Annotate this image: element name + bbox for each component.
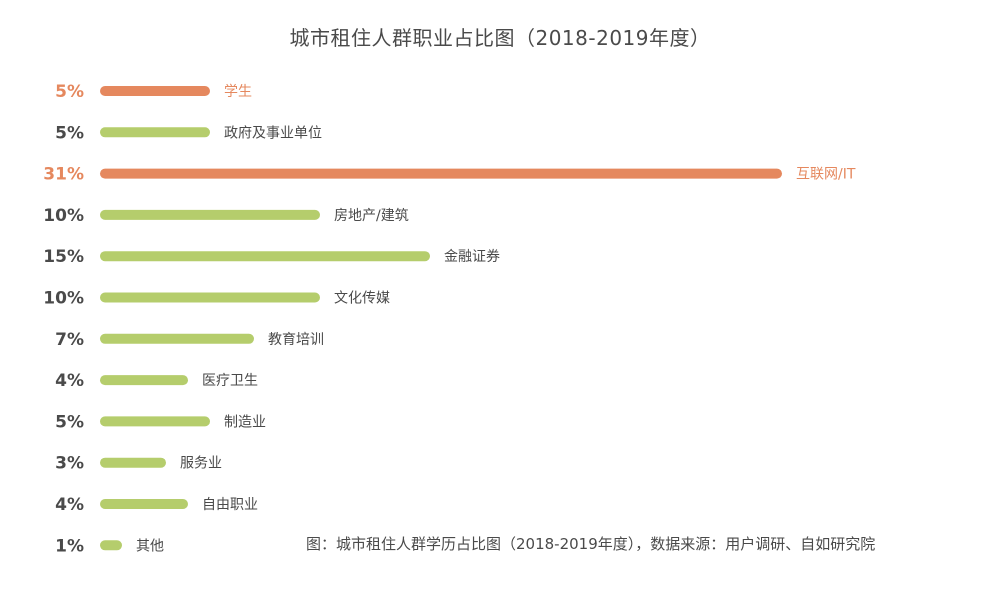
bar bbox=[100, 292, 320, 303]
bar-row: 31% 互联网/IT bbox=[43, 165, 856, 185]
category-label: 金融证券 bbox=[444, 249, 500, 265]
bar-row: 5% 制造业 bbox=[55, 412, 266, 432]
value-label: 31% bbox=[43, 165, 84, 185]
bar-row: 1% 其他 bbox=[55, 536, 164, 556]
category-label: 服务业 bbox=[180, 456, 222, 472]
value-label: 5% bbox=[55, 412, 84, 432]
bar-row: 5% 政府及事业单位 bbox=[55, 123, 322, 143]
value-label: 4% bbox=[55, 371, 84, 391]
value-label: 15% bbox=[43, 247, 84, 267]
category-label: 互联网/IT bbox=[796, 167, 856, 183]
bar bbox=[100, 209, 320, 220]
value-label: 3% bbox=[55, 454, 84, 474]
category-label: 房地产/建筑 bbox=[334, 208, 409, 224]
bar-row: 5% 学生 bbox=[55, 82, 252, 102]
category-label: 文化传媒 bbox=[334, 291, 390, 307]
bar bbox=[100, 457, 166, 468]
category-label: 医疗卫生 bbox=[202, 373, 258, 389]
source-footnote: 图：城市租住人群学历占比图（2018-2019年度），数据来源：用户调研、自如研… bbox=[306, 535, 876, 553]
category-label: 制造业 bbox=[224, 414, 266, 430]
category-label: 学生 bbox=[224, 84, 252, 100]
bar bbox=[100, 86, 210, 96]
value-label: 10% bbox=[43, 206, 84, 226]
category-label: 教育培训 bbox=[268, 332, 324, 348]
bar bbox=[100, 540, 122, 551]
bar bbox=[100, 333, 254, 344]
bar-row: 10% 房地产/建筑 bbox=[43, 206, 408, 226]
bar bbox=[100, 168, 782, 179]
value-label: 4% bbox=[55, 495, 84, 515]
bar bbox=[100, 127, 210, 138]
bar-row: 10% 文化传媒 bbox=[43, 289, 390, 309]
bar-row: 4% 医疗卫生 bbox=[55, 371, 258, 391]
bar bbox=[100, 416, 210, 427]
bar bbox=[100, 499, 188, 509]
bar-row: 7% 教育培训 bbox=[55, 330, 324, 350]
value-label: 1% bbox=[55, 536, 84, 556]
bar bbox=[100, 375, 188, 386]
chart-title: 城市租住人群职业占比图（2018-2019年度） bbox=[289, 26, 711, 50]
value-label: 5% bbox=[55, 123, 84, 143]
value-label: 5% bbox=[55, 82, 84, 102]
value-label: 7% bbox=[55, 330, 84, 350]
bar-row: 15% 金融证券 bbox=[43, 247, 500, 267]
category-label: 其他 bbox=[136, 538, 164, 554]
value-label: 10% bbox=[43, 289, 84, 309]
category-label: 政府及事业单位 bbox=[224, 125, 322, 141]
category-label: 自由职业 bbox=[202, 497, 258, 513]
bar-row: 4% 自由职业 bbox=[55, 495, 258, 515]
bar bbox=[100, 251, 430, 262]
bar-row: 3% 服务业 bbox=[55, 454, 222, 474]
